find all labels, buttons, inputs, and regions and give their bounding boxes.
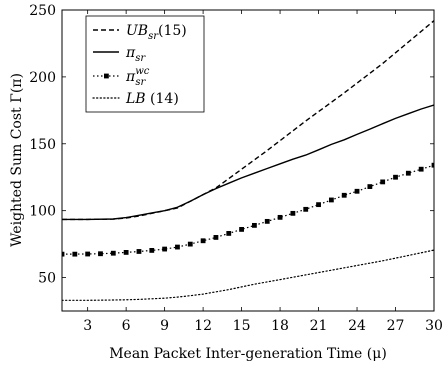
y-tick-label: 200 — [29, 70, 56, 86]
pi-sr-wc-line — [62, 164, 434, 255]
pi-sr-wc-marker — [303, 206, 309, 212]
pi-sr-wc-marker — [328, 197, 334, 203]
plot-frame — [61, 9, 435, 312]
x-tick-label: 9 — [160, 318, 169, 334]
pi-sr-wc-marker — [123, 250, 129, 255]
x-tick-label: 24 — [348, 318, 366, 334]
lb-line — [62, 249, 434, 301]
pi-sr-wc-marker — [380, 179, 386, 185]
legend-label-lb: LB (14) — [125, 91, 179, 107]
pi-sr-wc-marker — [98, 251, 103, 257]
pi-sr-wc-marker — [110, 250, 116, 256]
x-tick-label: 12 — [194, 318, 212, 334]
legend-box — [85, 15, 205, 113]
legend-label-pi-sr-wc: πwc sr — [125, 66, 150, 88]
pi-sr-wc-marker — [85, 251, 91, 257]
pi-sr-wc-marker — [162, 246, 168, 252]
x-tick-label: 27 — [387, 318, 405, 334]
series-layer — [62, 20, 434, 301]
pi-sr-wc-marker — [213, 235, 219, 240]
pi-sr-wc-marker — [252, 222, 257, 228]
pi-sr-line — [62, 104, 434, 221]
y-tick-label: 100 — [29, 204, 56, 220]
y-tick-label: 250 — [29, 3, 56, 19]
pi-sr-wc-marker — [149, 247, 155, 253]
pi-sr-wc-marker — [405, 170, 411, 176]
x-axis-label: Mean Packet Inter-generation Time (μ) — [109, 346, 387, 362]
pi-sr-wc-marker — [264, 218, 270, 224]
pi-sr-wc-marker — [136, 249, 142, 254]
pi-sr-wc-marker — [367, 184, 373, 189]
pi-sr-wc-marker — [290, 210, 296, 216]
x-tick-label: 30 — [425, 318, 443, 334]
legend-marker-pi-sr-wc — [104, 73, 109, 79]
pi-sr-wc-marker — [341, 192, 347, 198]
pi-sr-wc-marker — [62, 251, 65, 257]
x-tick-label: 6 — [122, 318, 131, 334]
y-tick-label: 50 — [38, 271, 56, 287]
y-tick-label: 150 — [29, 137, 56, 153]
x-tick-label: 15 — [233, 318, 251, 334]
pi-sr-wc-marker — [175, 244, 180, 250]
pi-sr-wc-marker — [393, 174, 398, 180]
pi-sr-wc-marker — [187, 241, 193, 247]
y-axis-label: Weighted Sum Cost Γ(π) — [9, 73, 25, 247]
pi-sr-wc-marker — [431, 162, 434, 168]
axis-ticks: 3 6 9 12 15 18 21 24 27 30 50 100 150 200 250 — [29, 3, 443, 334]
pi-sr-wc-marker — [277, 214, 283, 220]
pi-sr-wc-marker — [72, 251, 78, 257]
pi-sr-wc-marker — [239, 226, 244, 232]
x-tick-label: 18 — [271, 318, 289, 334]
pi-sr-wc-marker — [226, 231, 232, 236]
legend-label-ub-sr: UBsr(15) — [126, 23, 187, 42]
pi-sr-wc-marker — [354, 188, 360, 194]
x-tick-label: 21 — [310, 318, 328, 334]
x-tick-label: 3 — [83, 318, 92, 334]
pi-sr-wc-marker — [418, 166, 424, 172]
legend-label-pi-sr: πsr — [125, 45, 146, 64]
pi-sr-wc-marker — [316, 202, 321, 208]
pi-sr-wc-marker — [200, 238, 206, 244]
legend: UBsr(15) πsr πwc sr LB (14) — [85, 15, 205, 113]
